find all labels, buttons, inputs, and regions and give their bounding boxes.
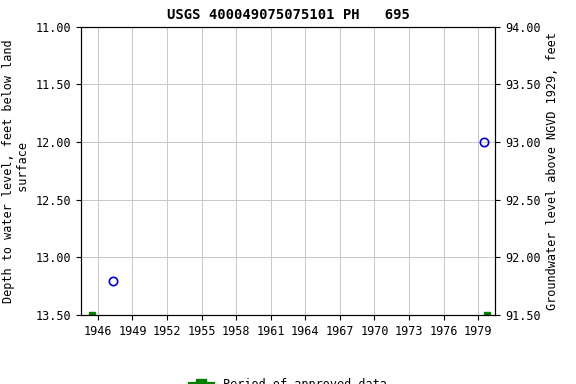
Legend: Period of approved data: Period of approved data [185, 373, 391, 384]
Title: USGS 400049075075101 PH   695: USGS 400049075075101 PH 695 [166, 8, 410, 22]
Y-axis label: Groundwater level above NGVD 1929, feet: Groundwater level above NGVD 1929, feet [546, 32, 559, 310]
Y-axis label: Depth to water level, feet below land
 surface: Depth to water level, feet below land su… [2, 39, 30, 303]
